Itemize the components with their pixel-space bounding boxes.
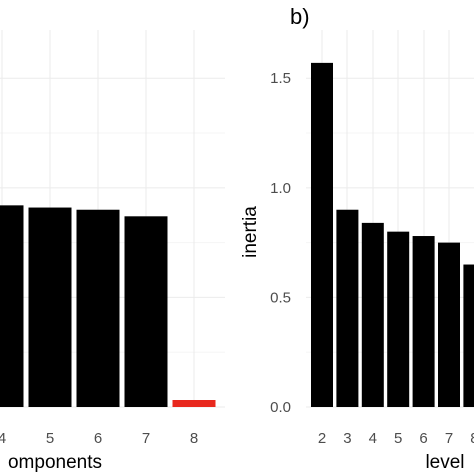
panel-a-bars	[0, 205, 216, 407]
x-tick-label-6: 6	[419, 430, 427, 447]
x-tick-label-8: 8	[470, 430, 474, 447]
x-tick-label-6: 6	[94, 430, 102, 447]
x-tick-label-7: 7	[142, 430, 150, 447]
x-tick-label-5: 5	[46, 430, 54, 447]
bar-6	[412, 236, 435, 407]
bar-8	[463, 264, 474, 407]
panel-b-x-tick-labels: 23 456 78	[318, 430, 474, 447]
x-tick-label-5: 5	[394, 430, 402, 447]
bar-7	[124, 216, 168, 407]
y-tick-label: 0.0	[270, 399, 291, 416]
panel-b-label: b)	[290, 4, 310, 29]
bar-4	[361, 222, 384, 407]
panel-a: 4 5 6 7 8 omponents	[0, 30, 225, 473]
x-tick-label-4: 4	[369, 430, 377, 447]
bar-6	[76, 209, 120, 407]
bar-5	[28, 207, 72, 407]
y-tick-label: 1.0	[270, 180, 291, 197]
bar-3	[336, 209, 359, 407]
x-tick-label-8: 8	[190, 430, 198, 447]
bar-2	[311, 62, 333, 408]
panel-b-y-tick-labels: 0.0 0.5 1.0 1.5	[270, 70, 291, 416]
bar-4	[0, 205, 24, 407]
panel-a-x-axis-title: omponents	[8, 452, 102, 473]
x-tick-label-3: 3	[343, 430, 351, 447]
y-tick-label: 0.5	[270, 289, 291, 306]
panel-b-bars	[311, 62, 474, 408]
panel-a-x-tick-labels: 4 5 6 7 8	[0, 430, 198, 447]
panel-b: b) 23 456 78 0.0 0.5 1.0 1.5 inertia level	[240, 4, 474, 473]
bar-5	[387, 231, 410, 407]
x-tick-label-7: 7	[445, 430, 453, 447]
y-tick-label: 1.5	[270, 70, 291, 87]
panel-b-x-axis-title: level	[425, 452, 464, 473]
panel-b-y-axis-title: inertia	[240, 206, 261, 258]
bar-7	[438, 242, 460, 407]
x-tick-label-2: 2	[318, 430, 326, 447]
x-tick-label-4: 4	[0, 430, 6, 447]
bar-8	[172, 400, 216, 407]
